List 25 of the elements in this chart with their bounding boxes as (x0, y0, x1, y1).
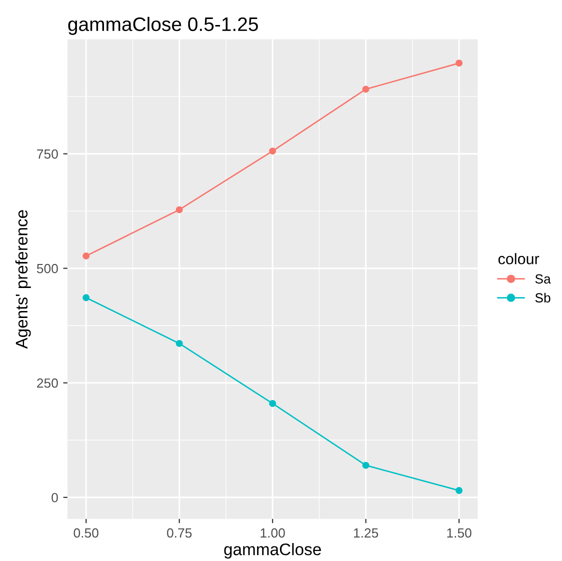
legend-title: colour (498, 253, 540, 264)
y-tick-label: 500 (36, 264, 58, 274)
y-tick-label: 250 (37, 378, 58, 388)
point (82, 252, 90, 260)
chart-title: gammaClose 0.5-1.25 (68, 16, 258, 35)
point (362, 86, 370, 93)
point (456, 60, 463, 67)
y-tick-label: 0 (52, 492, 58, 502)
legend-label: Sb (535, 292, 550, 303)
x-tick-label: 0.75 (167, 528, 192, 538)
point (82, 294, 90, 302)
point (269, 148, 276, 155)
point (176, 206, 183, 214)
x-tick-label: 1.25 (354, 528, 378, 538)
point (269, 400, 276, 407)
x-tick-label: 0.50 (74, 528, 98, 538)
x-tick-label: 1.00 (260, 528, 285, 538)
legend-label: Sa (535, 274, 551, 284)
y-axis-title: Agents' preference (15, 210, 31, 349)
y-tick-label: 750 (37, 149, 58, 159)
point (456, 487, 463, 494)
x-tick-label: 1.50 (447, 528, 472, 538)
point (176, 340, 183, 347)
point (362, 462, 370, 469)
x-axis-title: gammaClose (224, 543, 321, 559)
